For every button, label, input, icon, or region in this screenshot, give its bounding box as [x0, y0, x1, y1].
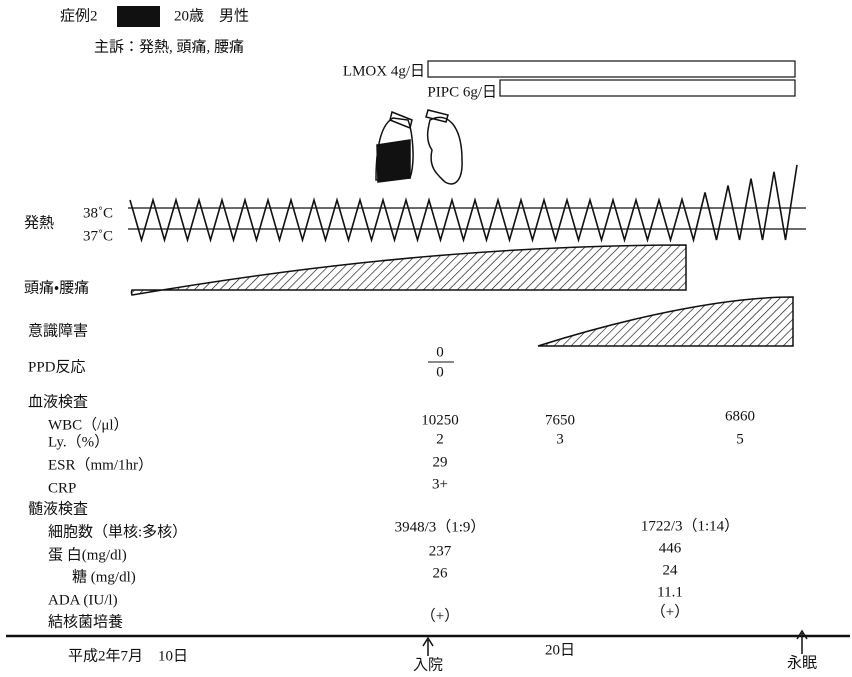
case: 症例2: [60, 7, 98, 24]
lab-value: 3948/3（1:9）: [395, 518, 486, 535]
temp-label: 37˚C: [83, 228, 113, 244]
lab-label: 蛋 白(mg/dl): [48, 546, 127, 563]
lung-icon: [376, 110, 462, 184]
symptom-area: [538, 297, 793, 346]
lab-label: WBC（/μl）: [48, 416, 129, 433]
date-label: 平成2年7月 10日: [68, 647, 188, 664]
lab-value: 1722/3（1:14）: [641, 517, 739, 534]
lab-value: 6860: [725, 408, 755, 424]
section-title: 血液検査: [28, 393, 88, 410]
lab-label: CRP: [48, 480, 76, 496]
lab-value: 446: [659, 540, 682, 556]
ppd-value: 0: [436, 344, 444, 360]
event-label: 入院: [413, 656, 443, 673]
redaction: [117, 6, 160, 27]
lab-label: Ly.（%）: [48, 433, 109, 450]
lab-value: 29: [433, 454, 448, 470]
drug-label: PIPC 6g/日: [427, 84, 497, 100]
lab-value: 26: [433, 565, 449, 581]
symptom-area: [132, 245, 687, 295]
lab-value: 10250: [421, 412, 459, 428]
lab-value: （+）: [421, 607, 459, 624]
row-label: PPD反応: [28, 358, 86, 375]
lab-value: 24: [663, 562, 679, 578]
complaint: 主訴：発熱, 頭痛, 腰痛: [94, 38, 244, 55]
lab-label: 結核菌培養: [48, 613, 123, 630]
drug-bar: [428, 61, 795, 77]
event-label: 永眠: [787, 654, 817, 671]
lab-value: 2: [436, 431, 444, 447]
lab-value: 11.1: [657, 584, 683, 600]
lab-value: （+）: [651, 603, 689, 620]
section-title: 髄液検査: [28, 500, 88, 517]
drug-label: LMOX 4g/日: [343, 63, 425, 79]
lab-value: 3+: [432, 476, 448, 492]
age-sex: 20歳 男性: [174, 7, 249, 24]
lab-value: 3: [556, 431, 564, 447]
lab-label: ESR（mm/1hr）: [48, 456, 153, 473]
lab-label: 細胞数（単核:多核）: [48, 522, 187, 540]
figure: 症例2 20歳 男性 主訴：発熱, 頭痛, 腰痛 LMOX 4g/日 PIPC …: [0, 0, 852, 677]
lab-label: 糖 (mg/dl): [72, 568, 136, 585]
lab-label: ADA (IU/l): [48, 592, 118, 608]
row-label: 発熱: [24, 214, 54, 231]
ppd-value: 0: [436, 364, 444, 380]
lab-value: 5: [736, 431, 744, 447]
row-label: 頭痛・腰痛: [24, 279, 89, 296]
drug-bar: [500, 80, 795, 96]
date-label: 20日: [545, 642, 575, 658]
temp-label: 38˚C: [83, 205, 113, 221]
lab-value: 237: [429, 543, 452, 559]
lab-value: 7650: [545, 412, 575, 428]
row-label: 意識障害: [28, 322, 88, 339]
